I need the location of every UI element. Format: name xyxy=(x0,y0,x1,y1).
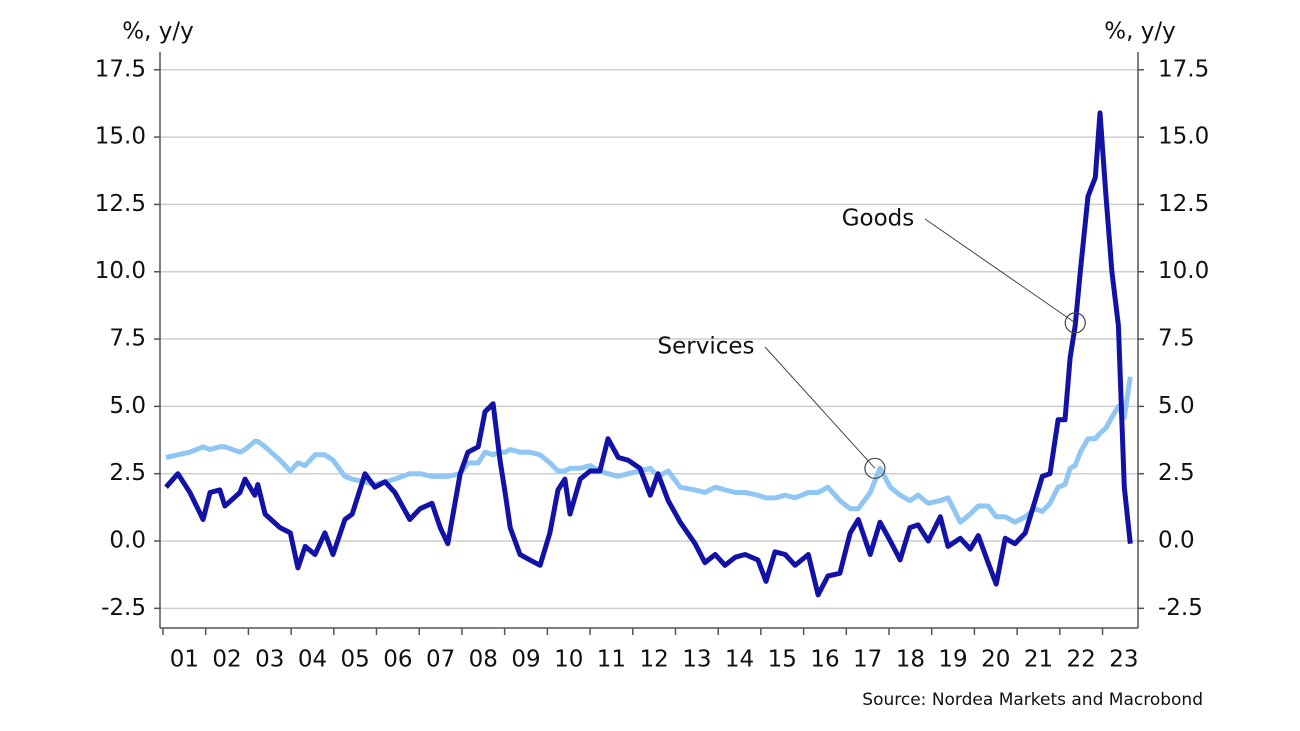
x-tick-label: 03 xyxy=(255,647,284,673)
y2-axis-label: %, y/y xyxy=(1104,19,1175,45)
annotation-marker xyxy=(1064,312,1086,334)
x-tick-label: 22 xyxy=(1067,647,1096,673)
x-tick-label: 21 xyxy=(1024,647,1053,673)
y2-tick-label: -2.5 xyxy=(1158,595,1203,621)
x-tick-label: 10 xyxy=(554,647,583,673)
x-tick-label: 09 xyxy=(511,647,540,673)
x-tick-label: 02 xyxy=(212,647,241,673)
y2-tick-label: 15.0 xyxy=(1158,124,1209,150)
x-tick-label: 18 xyxy=(896,647,925,673)
y2-tick-label: 10.0 xyxy=(1158,258,1209,284)
y-tick-label: 17.5 xyxy=(95,56,146,82)
y2-tick-label: 7.5 xyxy=(1158,326,1195,352)
y-tick-label: 7.5 xyxy=(109,326,146,352)
y2-tick-label: 12.5 xyxy=(1158,191,1209,217)
x-tick-label: 12 xyxy=(639,647,668,673)
x-tick-label: 01 xyxy=(170,647,199,673)
y-tick-label: 2.5 xyxy=(109,460,146,486)
source: Source: Nordea Markets and Macrobond xyxy=(862,690,1203,710)
y2-tick-label: 2.5 xyxy=(1158,460,1195,486)
y-tick-label: 10.0 xyxy=(95,258,146,284)
y-tick-label: -2.5 xyxy=(101,595,146,621)
x-tick-label: 06 xyxy=(383,647,412,673)
x-tick-label: 15 xyxy=(768,647,797,673)
y-tick-label: 15.0 xyxy=(95,124,146,150)
x-tick-label: 13 xyxy=(682,647,711,673)
x-tick-label: 08 xyxy=(469,647,498,673)
y-tick-label: 0.0 xyxy=(109,528,146,554)
y-tick-label: 5.0 xyxy=(109,393,146,419)
x-tick-label: 19 xyxy=(938,647,967,673)
leader-line xyxy=(764,346,876,469)
annotation: Goods xyxy=(842,206,915,232)
x-tick-label: 20 xyxy=(981,647,1010,673)
y2-tick-label: 5.0 xyxy=(1158,393,1195,419)
annotation-marker xyxy=(864,457,886,479)
x-tick-label: 16 xyxy=(810,647,839,673)
leader-line xyxy=(924,218,1076,324)
y2-tick-label: 17.5 xyxy=(1158,56,1209,82)
x-tick-label: 11 xyxy=(597,647,626,673)
x-tick-label: 07 xyxy=(426,647,455,673)
line-series xyxy=(164,110,1133,598)
x-tick-label: 14 xyxy=(725,647,754,673)
y-axis-label: %, y/y xyxy=(122,19,193,45)
x-tick-label: 23 xyxy=(1109,647,1138,673)
y-tick-label: 12.5 xyxy=(95,191,146,217)
x-tick-label: 05 xyxy=(341,647,370,673)
line-series xyxy=(165,376,1133,525)
y2-tick-label: 0.0 xyxy=(1158,528,1195,554)
x-tick-label: 04 xyxy=(298,647,327,673)
x-tick-label: 17 xyxy=(853,647,882,673)
annotation: Services xyxy=(658,334,755,360)
